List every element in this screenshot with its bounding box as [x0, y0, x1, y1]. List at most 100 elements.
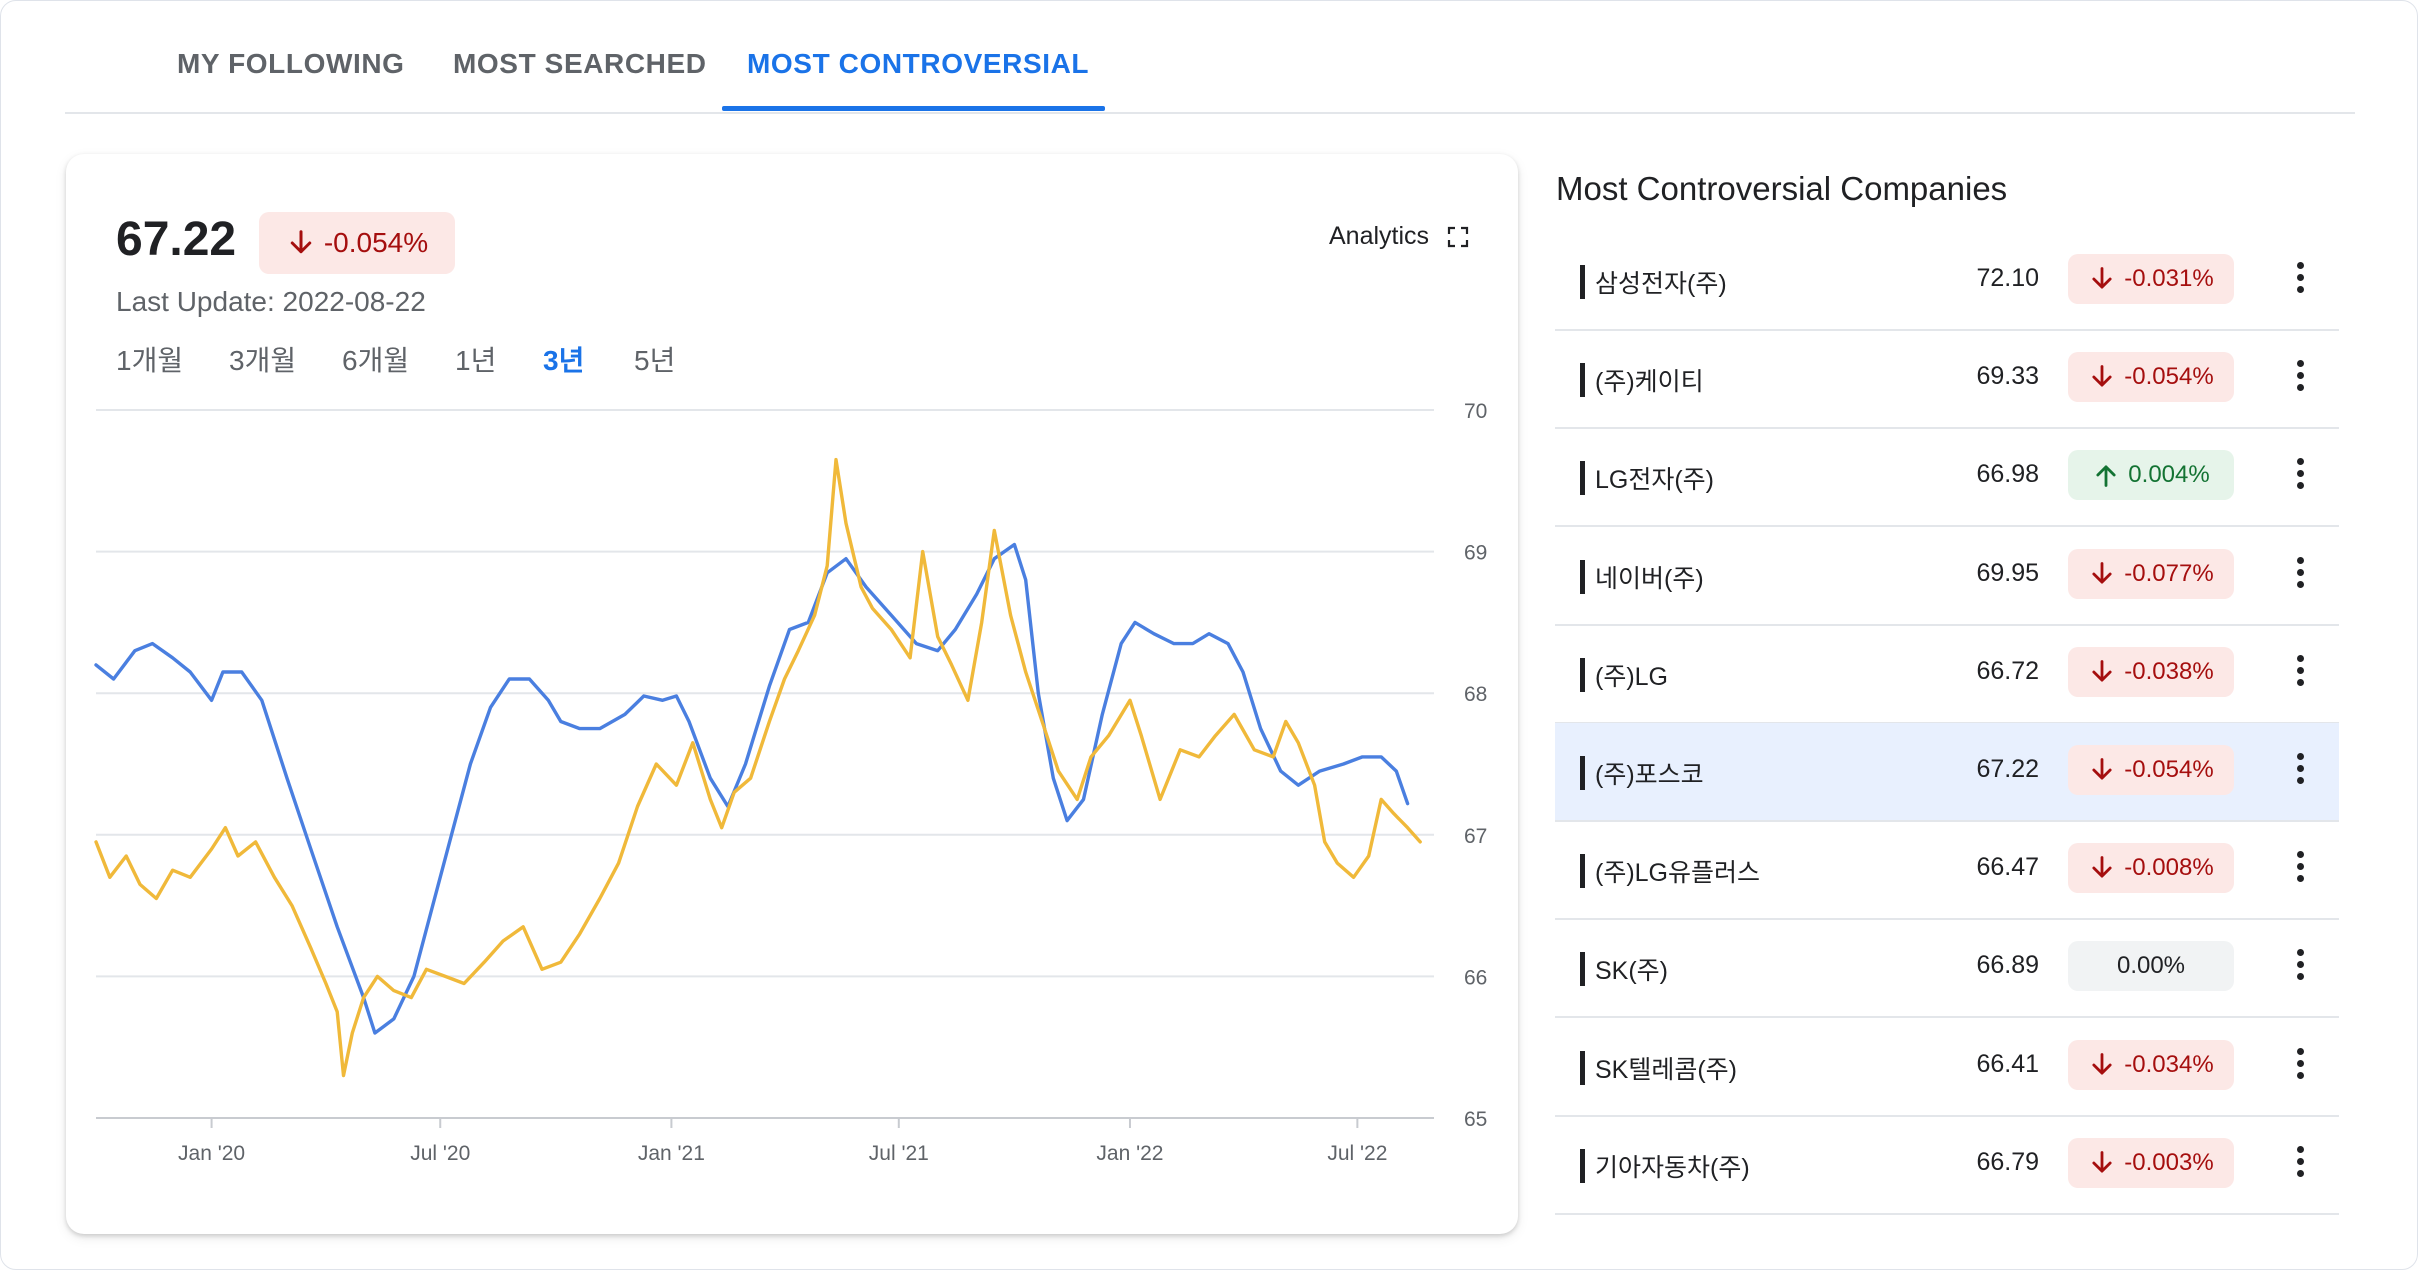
- analytics-label: Analytics: [1329, 222, 1430, 250]
- company-change-badge: 0.004%: [2068, 450, 2234, 501]
- company-score: 67.22: [1976, 755, 2039, 783]
- list-item[interactable]: SK텔레콤(주) 66.41 -0.034%: [1555, 1018, 2339, 1117]
- company-name: (주)케이티: [1595, 368, 1704, 397]
- tab-my-following[interactable]: MY FOLLOWING: [177, 48, 405, 79]
- company-change-badge: -0.038%: [2068, 646, 2234, 697]
- arrow-down-icon: [2092, 1150, 2112, 1173]
- company-name: 네이버(주): [1595, 564, 1704, 593]
- company-change-badge: -0.034%: [2068, 1039, 2234, 1090]
- price-change-badge: -0.054%: [259, 212, 455, 274]
- more-vert-icon[interactable]: [2290, 1043, 2310, 1091]
- last-update: Last Update: 2022-08-22: [116, 286, 426, 317]
- company-score: 66.89: [1976, 951, 2039, 980]
- company-change: -0.054%: [2124, 756, 2214, 783]
- range-5y[interactable]: 5년: [634, 345, 676, 376]
- arrow-down-icon: [2092, 1052, 2112, 1075]
- company-score: 66.47: [1976, 853, 2039, 882]
- company-change-badge: -0.077%: [2068, 548, 2234, 599]
- x-tick-label: Jul '20: [410, 1142, 470, 1165]
- arrow-down-icon: [2092, 267, 2112, 289]
- range-1y[interactable]: 1년: [455, 345, 497, 376]
- more-vert-icon[interactable]: [2290, 552, 2310, 600]
- range-3m[interactable]: 3개월: [229, 345, 297, 376]
- list-title: Most Controversial Companies: [1556, 170, 2008, 207]
- company-name: 삼성전자(주): [1595, 270, 1727, 298]
- list-item[interactable]: 기아자동차(주) 66.79 -0.003%: [1555, 1116, 2339, 1215]
- company-score: 66.72: [1976, 656, 2039, 685]
- row-marker: [1580, 952, 1585, 987]
- row-marker: [1580, 756, 1585, 790]
- list-item[interactable]: (주)LG유플러스 66.47 -0.008%: [1555, 821, 2339, 921]
- fullscreen-icon: [1447, 226, 1469, 247]
- company-change: -0.034%: [2124, 1050, 2214, 1078]
- company-change: -0.003%: [2124, 1148, 2214, 1176]
- price-change-value: -0.054%: [323, 227, 429, 258]
- company-change-badge: -0.054%: [2068, 745, 2234, 795]
- more-vert-icon[interactable]: [2290, 846, 2310, 894]
- row-marker: [1580, 657, 1585, 692]
- arrow-down-icon: [2092, 856, 2112, 878]
- more-vert-icon[interactable]: [2290, 1141, 2310, 1189]
- list-item[interactable]: 삼성전자(주) 72.10 -0.031%: [1555, 232, 2339, 331]
- list-item[interactable]: SK(주) 66.89 0.00%: [1555, 919, 2339, 1019]
- x-tick-label: Jan '21: [638, 1142, 705, 1165]
- arrow-down-icon: [290, 230, 312, 254]
- company-name: (주)LG유플러스: [1595, 859, 1761, 888]
- y-tick-label: 65: [1464, 1108, 1487, 1131]
- x-tick-label: Jan '22: [1096, 1142, 1163, 1165]
- more-vert-icon[interactable]: [2290, 748, 2310, 796]
- arrow-down-icon: [2092, 561, 2112, 584]
- list-item[interactable]: 네이버(주) 69.95 -0.077%: [1555, 527, 2339, 626]
- x-tick-label: Jul '21: [869, 1142, 929, 1165]
- range-3y[interactable]: 3년: [543, 345, 585, 376]
- analytics-button[interactable]: Analytics: [1329, 222, 1469, 251]
- y-tick-label: 70: [1464, 400, 1487, 423]
- list-item[interactable]: LG전자(주) 66.98 0.004%: [1555, 428, 2339, 528]
- company-name: SK텔레콤(주): [1595, 1055, 1738, 1084]
- more-vert-icon[interactable]: [2290, 257, 2310, 305]
- y-tick-label: 67: [1464, 825, 1487, 848]
- company-name: LG전자(주): [1595, 466, 1715, 495]
- company-name: 기아자동차(주): [1595, 1153, 1750, 1182]
- row-marker: [1580, 559, 1585, 594]
- more-vert-icon[interactable]: [2290, 650, 2310, 698]
- list-item[interactable]: (주)LG 66.72 -0.038%: [1555, 625, 2339, 724]
- series-line-0: [94, 542, 1410, 1035]
- list-item[interactable]: (주)케이티 69.33 -0.054%: [1555, 330, 2339, 430]
- arrow-down-icon: [2092, 659, 2112, 682]
- more-vert-icon[interactable]: [2290, 453, 2310, 501]
- row-marker: [1580, 363, 1585, 398]
- more-vert-icon[interactable]: [2290, 944, 2310, 992]
- tab-most-searched[interactable]: MOST SEARCHED: [453, 48, 707, 79]
- arrow-down-icon: [2092, 365, 2112, 387]
- x-tick-label: Jan '20: [178, 1142, 245, 1165]
- active-tab-indicator: [722, 106, 1105, 111]
- company-change: 0.00%: [2116, 952, 2186, 980]
- range-6m[interactable]: 6개월: [342, 345, 410, 376]
- series-line-1: [94, 457, 1422, 1078]
- company-name: SK(주): [1595, 957, 1669, 986]
- row-marker: [1580, 265, 1585, 299]
- company-change: -0.031%: [2124, 265, 2214, 292]
- company-change: -0.054%: [2124, 363, 2214, 391]
- company-score: 69.95: [1976, 558, 2039, 587]
- chart-card: 67.22 -0.054% Last Update: 2022-08-22 1개…: [66, 154, 1518, 1234]
- company-name: (주)포스코: [1595, 761, 1704, 789]
- tab-most-controversial[interactable]: MOST CONTROVERSIAL: [747, 48, 1090, 79]
- more-vert-icon[interactable]: [2290, 355, 2310, 403]
- company-change: -0.008%: [2124, 854, 2214, 882]
- company-score: 66.98: [1976, 460, 2039, 489]
- current-price: 67.22: [116, 213, 237, 266]
- arrow-up-icon: [2096, 465, 2116, 488]
- company-change-badge: 0.00%: [2068, 941, 2234, 992]
- company-change-badge: -0.031%: [2068, 254, 2234, 304]
- list-item[interactable]: (주)포스코 67.22 -0.054%: [1555, 723, 2339, 822]
- y-tick-label: 68: [1464, 683, 1487, 706]
- tab-bar: MY FOLLOWING MOST SEARCHED MOST CONTROVE…: [65, 0, 2355, 114]
- company-score: 69.33: [1976, 362, 2039, 391]
- row-marker: [1580, 1050, 1585, 1085]
- range-1m[interactable]: 1개월: [116, 345, 184, 376]
- company-change-badge: -0.008%: [2068, 843, 2234, 894]
- line-chart: 70 69 68 67 66 65 Jan '20 Jul '20 Jan '21 Jul '21…: [94, 400, 1487, 1165]
- company-change: -0.077%: [2124, 559, 2214, 587]
